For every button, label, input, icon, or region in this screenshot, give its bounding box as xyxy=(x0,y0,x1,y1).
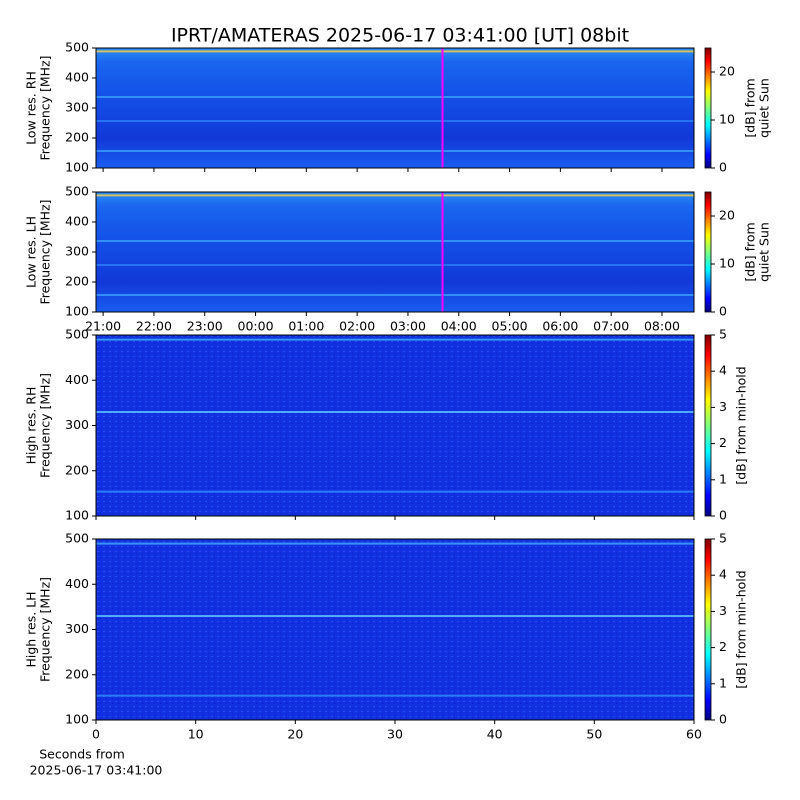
colorbar-tick-label: 20 xyxy=(719,208,735,223)
x-tick-label: 30 xyxy=(387,727,403,742)
y-axis-label: High res. RH xyxy=(24,387,39,465)
colorbar-tick-label: 0 xyxy=(719,160,727,175)
band xyxy=(96,542,694,545)
x-tick-label: 06:00 xyxy=(542,319,578,334)
y-tick-label: 500 xyxy=(65,531,89,546)
x-axis-label: 2025-06-17 03:41:00 xyxy=(30,763,163,778)
y-tick-label: 300 xyxy=(65,244,89,259)
colorbar-tick-label: 1 xyxy=(719,675,727,690)
y-tick-label: 400 xyxy=(65,214,89,229)
y-tick-label: 300 xyxy=(65,621,89,636)
colorbar-tick-label: 0 xyxy=(719,508,727,523)
x-tick-label: 50 xyxy=(586,727,602,742)
colorbar-label: [dB] from min-hold xyxy=(734,570,749,688)
spectrogram xyxy=(96,335,694,516)
y-tick-label: 100 xyxy=(65,304,89,319)
y-axis-label: Low res. RH xyxy=(24,71,39,145)
colorbar-tick-label: 4 xyxy=(719,363,727,378)
x-tick-label: 0 xyxy=(92,727,100,742)
colorbar-label: quiet Sun xyxy=(757,78,772,138)
colorbar-label: [dB] from min-hold xyxy=(734,366,749,484)
colorbar-label: [dB] from xyxy=(743,222,758,281)
y-axis-label: Frequency [MHz] xyxy=(38,577,53,682)
band xyxy=(96,411,694,414)
colorbar-tick-label: 2 xyxy=(719,639,727,654)
band xyxy=(96,615,694,618)
x-tick-label: 23:00 xyxy=(187,319,223,334)
colorbar-tick-label: 0 xyxy=(719,304,727,319)
y-tick-label: 400 xyxy=(65,70,89,85)
x-tick-label: 21:00 xyxy=(85,319,121,334)
spectrogram xyxy=(96,539,694,720)
x-tick-label: 10 xyxy=(188,727,204,742)
colorbar-tick-label: 5 xyxy=(719,327,727,342)
y-tick-label: 200 xyxy=(65,666,89,681)
band xyxy=(96,150,694,152)
colorbar-tick-label: 20 xyxy=(719,64,735,79)
x-tick-label: 07:00 xyxy=(593,319,629,334)
x-tick-label: 00:00 xyxy=(238,319,274,334)
x-tick-label: 08:00 xyxy=(644,319,680,334)
spectrogram xyxy=(96,48,694,168)
y-axis-label: Low res. LH xyxy=(24,216,39,288)
y-tick-label: 500 xyxy=(65,327,89,342)
band xyxy=(96,194,694,197)
y-tick-label: 100 xyxy=(65,508,89,523)
y-tick-label: 500 xyxy=(65,40,89,55)
band xyxy=(96,338,694,341)
band xyxy=(96,120,694,122)
figure-title: IPRT/AMATERAS 2025-06-17 03:41:00 [UT] 0… xyxy=(171,25,629,47)
x-tick-label: 02:00 xyxy=(339,319,375,334)
band xyxy=(96,694,694,697)
band xyxy=(96,96,694,98)
colorbar xyxy=(704,334,712,517)
colorbar xyxy=(704,191,712,313)
y-tick-label: 200 xyxy=(65,462,89,477)
y-tick-label: 300 xyxy=(65,100,89,115)
colorbar-tick-label: 3 xyxy=(719,399,727,414)
spectrogram xyxy=(96,192,694,312)
colorbar-label: quiet Sun xyxy=(757,222,772,282)
x-tick-label: 22:00 xyxy=(136,319,172,334)
x-axis-label: Seconds from xyxy=(39,747,125,762)
y-axis-label: Frequency [MHz] xyxy=(38,55,53,160)
colorbar-tick-label: 3 xyxy=(719,603,727,618)
colorbar-tick-label: 10 xyxy=(719,256,735,271)
colorbar-tick-label: 1 xyxy=(719,471,727,486)
colorbar-tick-label: 2 xyxy=(719,435,727,450)
y-tick-label: 400 xyxy=(65,372,89,387)
x-tick-label: 01:00 xyxy=(288,319,324,334)
y-axis-label: Frequency [MHz] xyxy=(38,373,53,478)
x-tick-label: 03:00 xyxy=(390,319,426,334)
colorbar-tick-label: 0 xyxy=(719,712,727,727)
x-tick-label: 04:00 xyxy=(441,319,477,334)
y-tick-label: 100 xyxy=(65,712,89,727)
colorbar-tick-label: 5 xyxy=(719,531,727,546)
y-tick-label: 300 xyxy=(65,417,89,432)
x-tick-label: 05:00 xyxy=(492,319,528,334)
band xyxy=(96,50,694,53)
x-tick-label: 20 xyxy=(287,727,303,742)
y-tick-label: 200 xyxy=(65,274,89,289)
band xyxy=(96,240,694,242)
band xyxy=(96,490,694,493)
y-axis-label: Frequency [MHz] xyxy=(38,199,53,304)
y-tick-label: 400 xyxy=(65,576,89,591)
colorbar xyxy=(704,47,712,169)
y-tick-label: 500 xyxy=(65,184,89,199)
y-tick-label: 100 xyxy=(65,160,89,175)
colorbar xyxy=(704,538,712,721)
band xyxy=(96,264,694,266)
colorbar-tick-label: 10 xyxy=(719,112,735,127)
colorbar-tick-label: 4 xyxy=(719,567,727,582)
x-tick-label: 60 xyxy=(686,727,702,742)
band xyxy=(96,294,694,296)
colorbar-label: [dB] from xyxy=(743,78,758,137)
x-tick-label: 40 xyxy=(487,727,503,742)
y-axis-label: High res. LH xyxy=(24,591,39,667)
y-tick-label: 200 xyxy=(65,130,89,145)
